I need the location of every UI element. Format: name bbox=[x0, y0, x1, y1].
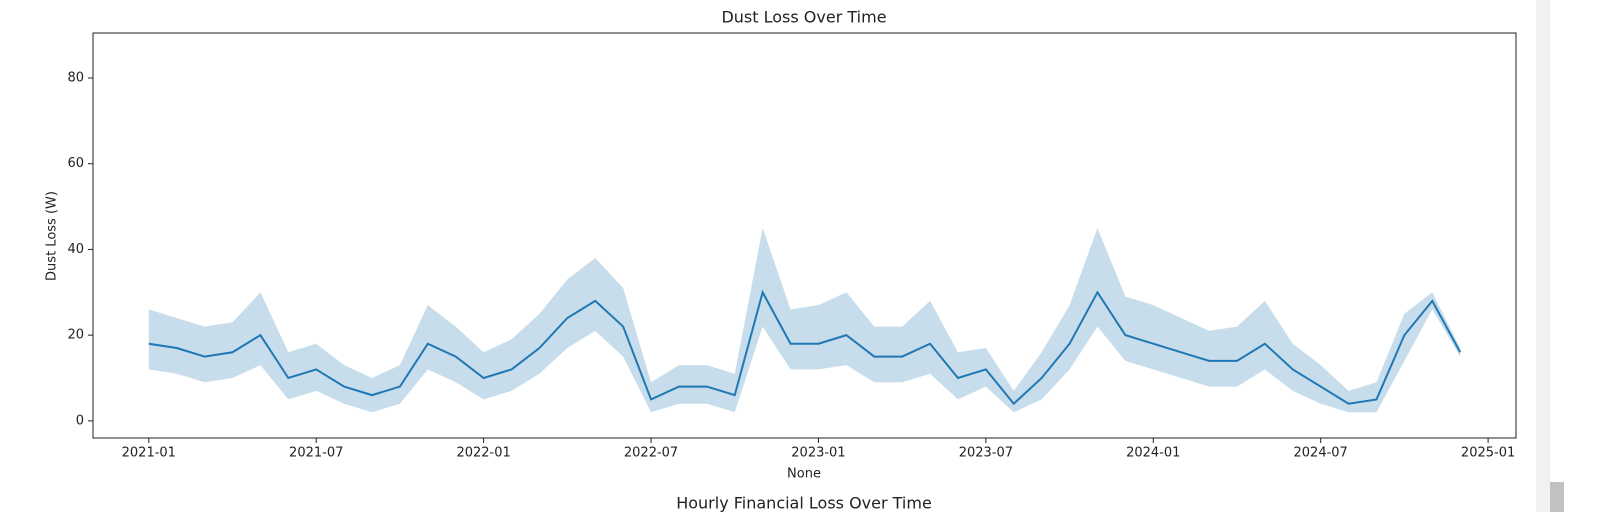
x-tick-label: 2022-01 bbox=[456, 446, 510, 461]
next-heading: Hourly Financial Loss Over Time bbox=[676, 494, 932, 512]
y-tick-label: 60 bbox=[67, 156, 84, 171]
x-tick-label: 2023-07 bbox=[959, 446, 1013, 461]
x-tick-label: 2025-01 bbox=[1461, 446, 1515, 461]
plot-frame bbox=[92, 32, 1517, 439]
y-tick-label: 80 bbox=[67, 71, 84, 86]
line bbox=[148, 289, 1462, 406]
confidence-band bbox=[148, 228, 1461, 413]
x-tick-label: 2024-01 bbox=[1126, 446, 1180, 461]
chart-title: Dust Loss Over Time bbox=[721, 8, 886, 27]
scrollbar-thumb[interactable] bbox=[1550, 482, 1564, 512]
scrollbar[interactable] bbox=[1536, 0, 1550, 512]
x-tick-label: 2022-07 bbox=[624, 446, 678, 461]
y-tick-label: 40 bbox=[67, 242, 84, 257]
y-axis-label: Dust Loss (W) bbox=[45, 191, 60, 281]
x-tick-label: 2021-01 bbox=[122, 446, 176, 461]
x-tick-label: 2023-01 bbox=[791, 446, 845, 461]
x-tick-label: 2024-07 bbox=[1294, 446, 1348, 461]
y-tick-label: 0 bbox=[76, 413, 84, 428]
y-tick-label: 20 bbox=[67, 328, 84, 343]
x-tick-label: 2021-07 bbox=[289, 446, 343, 461]
x-axis-label: None bbox=[787, 467, 821, 482]
